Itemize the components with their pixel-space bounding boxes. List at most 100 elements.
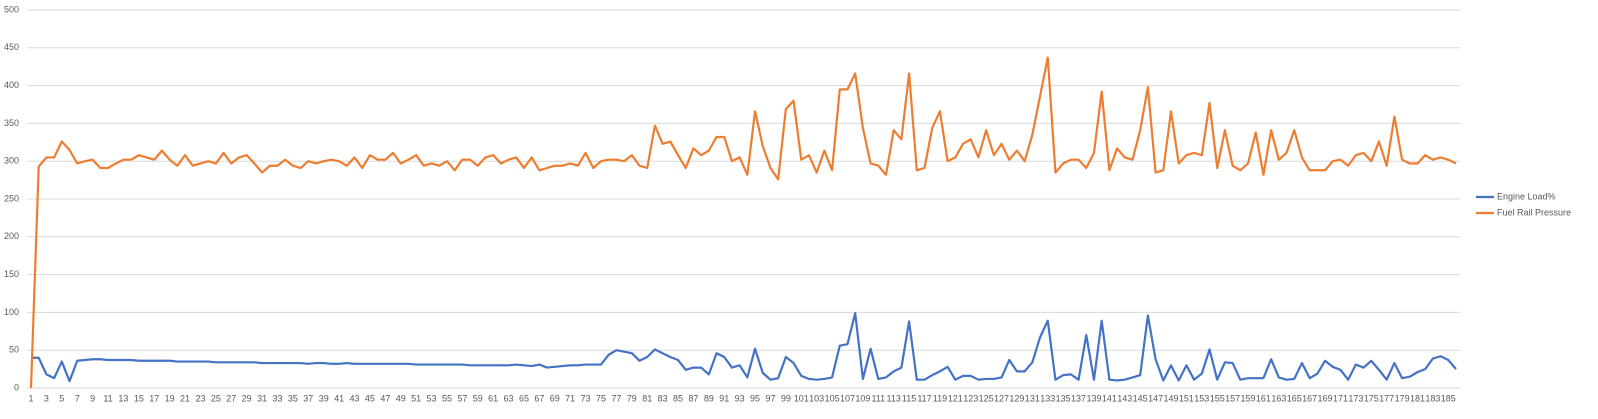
x-tick-label: 131 bbox=[1025, 393, 1040, 403]
x-tick-label: 63 bbox=[504, 393, 514, 403]
x-tick-label: 81 bbox=[642, 393, 652, 403]
x-tick-label: 43 bbox=[350, 393, 360, 403]
y-tick-label: 250 bbox=[4, 193, 19, 203]
y-tick-label: 200 bbox=[4, 231, 19, 241]
x-tick-label: 173 bbox=[1348, 393, 1363, 403]
x-tick-label: 95 bbox=[750, 393, 760, 403]
x-tick-label: 135 bbox=[1056, 393, 1071, 403]
x-tick-label: 157 bbox=[1225, 393, 1240, 403]
x-tick-label: 13 bbox=[118, 393, 128, 403]
x-tick-label: 153 bbox=[1194, 393, 1209, 403]
x-tick-label: 151 bbox=[1179, 393, 1194, 403]
y-tick-label: 450 bbox=[4, 42, 19, 52]
x-tick-label: 101 bbox=[794, 393, 809, 403]
x-tick-label: 69 bbox=[550, 393, 560, 403]
x-tick-label: 85 bbox=[673, 393, 683, 403]
x-tick-label: 57 bbox=[457, 393, 467, 403]
series-line bbox=[31, 312, 1457, 383]
x-tick-label: 23 bbox=[195, 393, 205, 403]
x-tick-label: 51 bbox=[411, 393, 421, 403]
x-tick-label: 119 bbox=[933, 393, 947, 403]
x-tick-label: 185 bbox=[1441, 393, 1456, 403]
x-tick-label: 89 bbox=[704, 393, 714, 403]
x-tick-label: 91 bbox=[719, 393, 729, 403]
y-tick-label: 500 bbox=[4, 4, 19, 14]
x-tick-label: 127 bbox=[994, 393, 1009, 403]
x-tick-label: 143 bbox=[1117, 393, 1132, 403]
x-tick-label: 93 bbox=[735, 393, 745, 403]
x-tick-label: 33 bbox=[272, 393, 282, 403]
x-tick-label: 167 bbox=[1302, 393, 1317, 403]
x-tick-label: 35 bbox=[288, 393, 298, 403]
x-tick-label: 103 bbox=[809, 393, 824, 403]
x-tick-label: 163 bbox=[1271, 393, 1286, 403]
x-tick-label: 161 bbox=[1256, 393, 1271, 403]
x-tick-label: 115 bbox=[902, 393, 916, 403]
y-tick-label: 150 bbox=[4, 269, 19, 279]
x-tick-label: 125 bbox=[979, 393, 994, 403]
x-tick-label: 141 bbox=[1102, 393, 1117, 403]
x-tick-label: 113 bbox=[887, 393, 901, 403]
x-tick-label: 49 bbox=[396, 393, 406, 403]
x-tick-label: 107 bbox=[840, 393, 855, 403]
x-tick-label: 77 bbox=[611, 393, 621, 403]
x-tick-label: 31 bbox=[257, 393, 267, 403]
x-tick-label: 11 bbox=[103, 393, 112, 403]
x-tick-label: 79 bbox=[627, 393, 637, 403]
x-tick-label: 159 bbox=[1241, 393, 1256, 403]
x-tick-label: 37 bbox=[303, 393, 313, 403]
legend-label: Engine Load% bbox=[1497, 191, 1556, 201]
x-tick-label: 75 bbox=[596, 393, 606, 403]
x-tick-label: 21 bbox=[180, 393, 190, 403]
x-tick-label: 183 bbox=[1425, 393, 1440, 403]
x-tick-label: 17 bbox=[149, 393, 159, 403]
y-tick-label: 300 bbox=[4, 156, 19, 166]
x-tick-label: 175 bbox=[1364, 393, 1379, 403]
x-tick-label: 169 bbox=[1318, 393, 1333, 403]
y-tick-label: 350 bbox=[4, 118, 19, 128]
x-tick-label: 25 bbox=[211, 393, 221, 403]
series-line bbox=[29, 56, 1457, 389]
x-tick-label: 133 bbox=[1040, 393, 1055, 403]
x-tick-label: 155 bbox=[1210, 393, 1225, 403]
x-tick-label: 87 bbox=[688, 393, 698, 403]
x-tick-label: 121 bbox=[948, 393, 963, 403]
x-tick-label: 123 bbox=[963, 393, 978, 403]
y-tick-label: 0 bbox=[14, 382, 19, 392]
x-tick-label: 129 bbox=[1009, 393, 1024, 403]
x-tick-label: 5 bbox=[59, 393, 64, 403]
x-tick-label: 65 bbox=[519, 393, 529, 403]
x-tick-label: 45 bbox=[365, 393, 375, 403]
x-tick-label: 29 bbox=[242, 393, 252, 403]
x-tick-label: 15 bbox=[134, 393, 144, 403]
x-tick-label: 67 bbox=[534, 393, 544, 403]
x-tick-label: 83 bbox=[658, 393, 668, 403]
x-tick-label: 165 bbox=[1287, 393, 1302, 403]
x-tick-label: 109 bbox=[855, 393, 870, 403]
x-tick-label: 179 bbox=[1395, 393, 1410, 403]
x-tick-label: 1 bbox=[28, 393, 33, 403]
x-tick-label: 139 bbox=[1086, 393, 1101, 403]
x-tick-label: 71 bbox=[565, 393, 575, 403]
x-tick-label: 117 bbox=[917, 393, 931, 403]
x-tick-label: 47 bbox=[380, 393, 390, 403]
x-tick-label: 53 bbox=[427, 393, 437, 403]
y-tick-label: 100 bbox=[4, 307, 19, 317]
x-tick-label: 149 bbox=[1163, 393, 1178, 403]
x-tick-label: 145 bbox=[1133, 393, 1148, 403]
x-tick-label: 105 bbox=[825, 393, 840, 403]
legend-label: Fuel Rail Pressure bbox=[1497, 207, 1571, 217]
x-tick-label: 27 bbox=[226, 393, 236, 403]
x-tick-label: 171 bbox=[1333, 393, 1348, 403]
x-tick-label: 7 bbox=[75, 393, 80, 403]
x-tick-label: 73 bbox=[581, 393, 591, 403]
x-tick-label: 177 bbox=[1379, 393, 1394, 403]
x-tick-label: 19 bbox=[165, 393, 175, 403]
x-tick-label: 39 bbox=[319, 393, 329, 403]
x-tick-label: 99 bbox=[781, 393, 791, 403]
x-tick-label: 59 bbox=[473, 393, 483, 403]
x-tick-label: 41 bbox=[334, 393, 344, 403]
x-tick-label: 181 bbox=[1410, 393, 1425, 403]
x-tick-label: 3 bbox=[44, 393, 49, 403]
